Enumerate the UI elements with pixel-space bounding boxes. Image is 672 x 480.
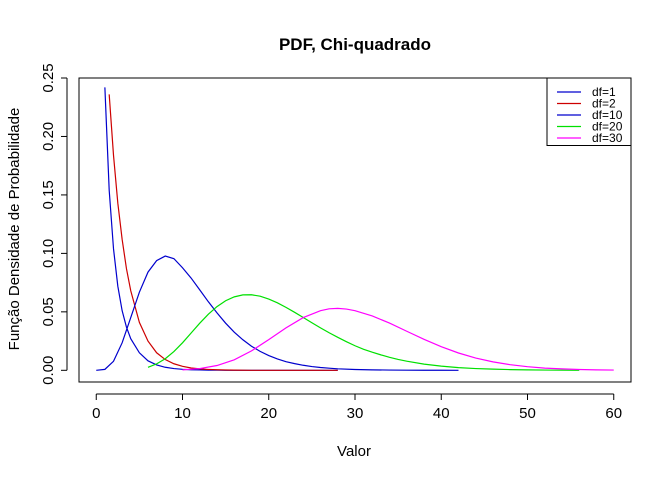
legend-box bbox=[546, 77, 632, 146]
series-line-df-20 bbox=[147, 294, 580, 371]
y-axis-label: Função Densidade de Probabilidade bbox=[6, 108, 23, 351]
plot-frame bbox=[78, 77, 632, 383]
chart-title: PDF, Chi-quadrado bbox=[279, 35, 431, 54]
legend-label: df=30 bbox=[592, 131, 623, 145]
y-tick-label: 0.00 bbox=[40, 356, 57, 385]
y-tick-label: 0.15 bbox=[40, 180, 57, 209]
x-tick-label: 40 bbox=[433, 405, 450, 422]
x-axis-label: Valor bbox=[337, 443, 371, 460]
series-line-df-10 bbox=[96, 255, 459, 371]
y-tick-label: 0.10 bbox=[40, 239, 57, 268]
series-line-df-2 bbox=[108, 94, 338, 371]
legend-label: df=1 bbox=[592, 85, 616, 99]
x-tick-label: 10 bbox=[174, 405, 191, 422]
legend-label: df=20 bbox=[592, 120, 623, 134]
legend-label: df=2 bbox=[592, 97, 616, 111]
y-tick-label: 0.25 bbox=[40, 63, 57, 92]
x-tick-label: 20 bbox=[260, 405, 277, 422]
plot-area bbox=[78, 77, 632, 383]
y-tick-label: 0.20 bbox=[40, 122, 57, 151]
x-tick-label: 50 bbox=[519, 405, 536, 422]
y-axis: 0.00 0.05 0.10 0.15 0.20 0.25 bbox=[40, 63, 68, 385]
x-axis: 0 10 20 30 40 50 60 bbox=[92, 393, 622, 422]
y-tick-label: 0.05 bbox=[40, 297, 57, 326]
x-tick-label: 30 bbox=[347, 405, 364, 422]
x-tick-label: 60 bbox=[605, 405, 622, 422]
legend-label: df=10 bbox=[592, 108, 623, 122]
x-tick-label: 0 bbox=[92, 405, 100, 422]
series-line-df-1 bbox=[104, 87, 338, 371]
series-line-df-30 bbox=[182, 307, 614, 371]
